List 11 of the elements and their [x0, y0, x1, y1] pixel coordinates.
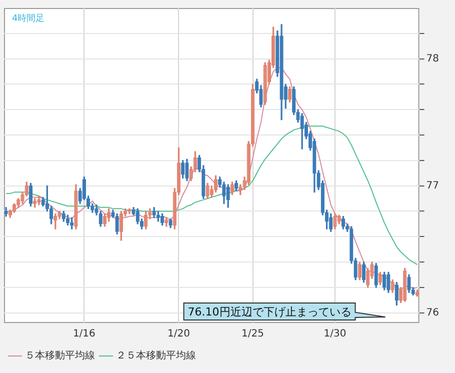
x-tick-label: 1/16	[72, 328, 96, 340]
annotation: 76.10円近辺で下げ止まっている	[188, 305, 352, 318]
x-tick-label: 1/25	[242, 328, 264, 340]
legend-label: ２５本移動平均線	[116, 350, 196, 362]
y-tick-label: 77	[426, 180, 440, 192]
legend-label: ５本移動平均線	[25, 350, 95, 362]
x-tick-label: 1/20	[168, 328, 190, 340]
y-tick-label: 78	[426, 53, 440, 64]
text: 4時間足	[12, 12, 45, 24]
x-tick-label: 1/30	[324, 328, 346, 340]
y-tick-label: 76	[426, 307, 440, 318]
